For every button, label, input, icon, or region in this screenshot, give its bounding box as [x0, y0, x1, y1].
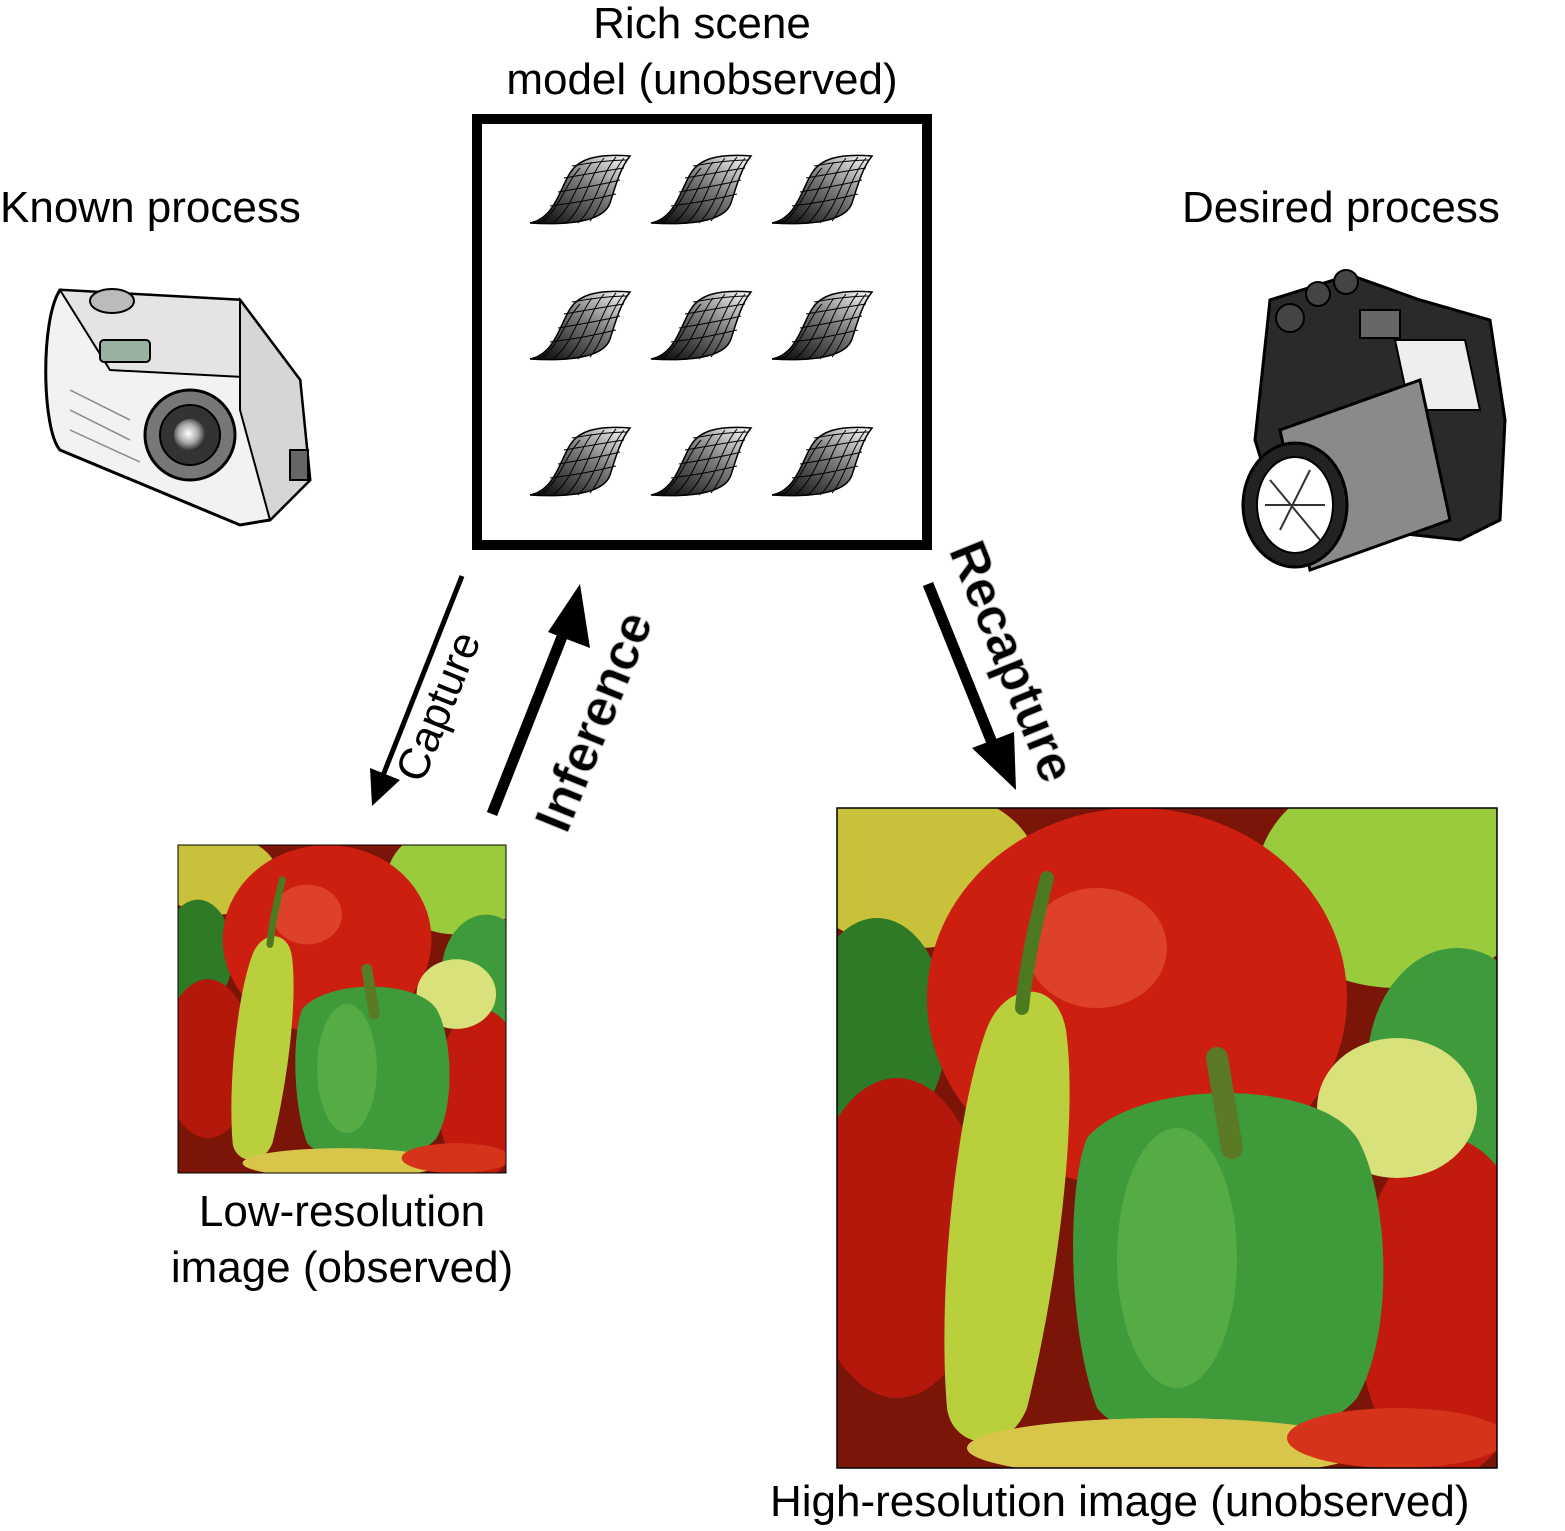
low-resolution-image: [177, 844, 507, 1174]
scene-model-title: Rich scene model (unobserved): [452, 0, 952, 108]
surface-patch-icon: [650, 426, 752, 497]
scene-model-title-line1: Rich scene: [593, 0, 811, 48]
dslr-camera-icon: [1241, 269, 1507, 572]
scene-patch-grid: [529, 154, 873, 497]
surface-patch-icon: [529, 154, 631, 225]
scene-model-title-line2: model (unobserved): [506, 55, 898, 104]
capture-arrow: [370, 575, 465, 806]
surface-patch-icon: [650, 290, 752, 361]
inference-arrow: [486, 584, 590, 817]
compact-camera-icon: [44, 288, 312, 527]
low-res-caption: Low-resolution image (observed): [92, 1184, 592, 1296]
high-res-caption: High-resolution image (unobserved): [770, 1477, 1470, 1526]
high-resolution-image: [836, 807, 1498, 1469]
surface-patch-icon: [650, 154, 752, 225]
surface-patch-icon: [771, 290, 873, 361]
recapture-arrow: [922, 581, 1016, 790]
low-res-caption-line2: image (observed): [170, 1243, 514, 1292]
desired-process-label: Desired process: [1182, 183, 1500, 232]
surface-patch-icon: [771, 154, 873, 225]
surface-patch-icon: [771, 426, 873, 497]
low-res-caption-line1: Low-resolution: [198, 1187, 486, 1236]
capture-label: Capture: [387, 625, 491, 789]
known-process-label: Known process: [0, 183, 301, 232]
surface-patch-icon: [529, 290, 631, 361]
inference-label: Inference: [524, 604, 664, 840]
surface-patch-icon: [529, 426, 631, 497]
scene-model-box: [472, 114, 932, 550]
